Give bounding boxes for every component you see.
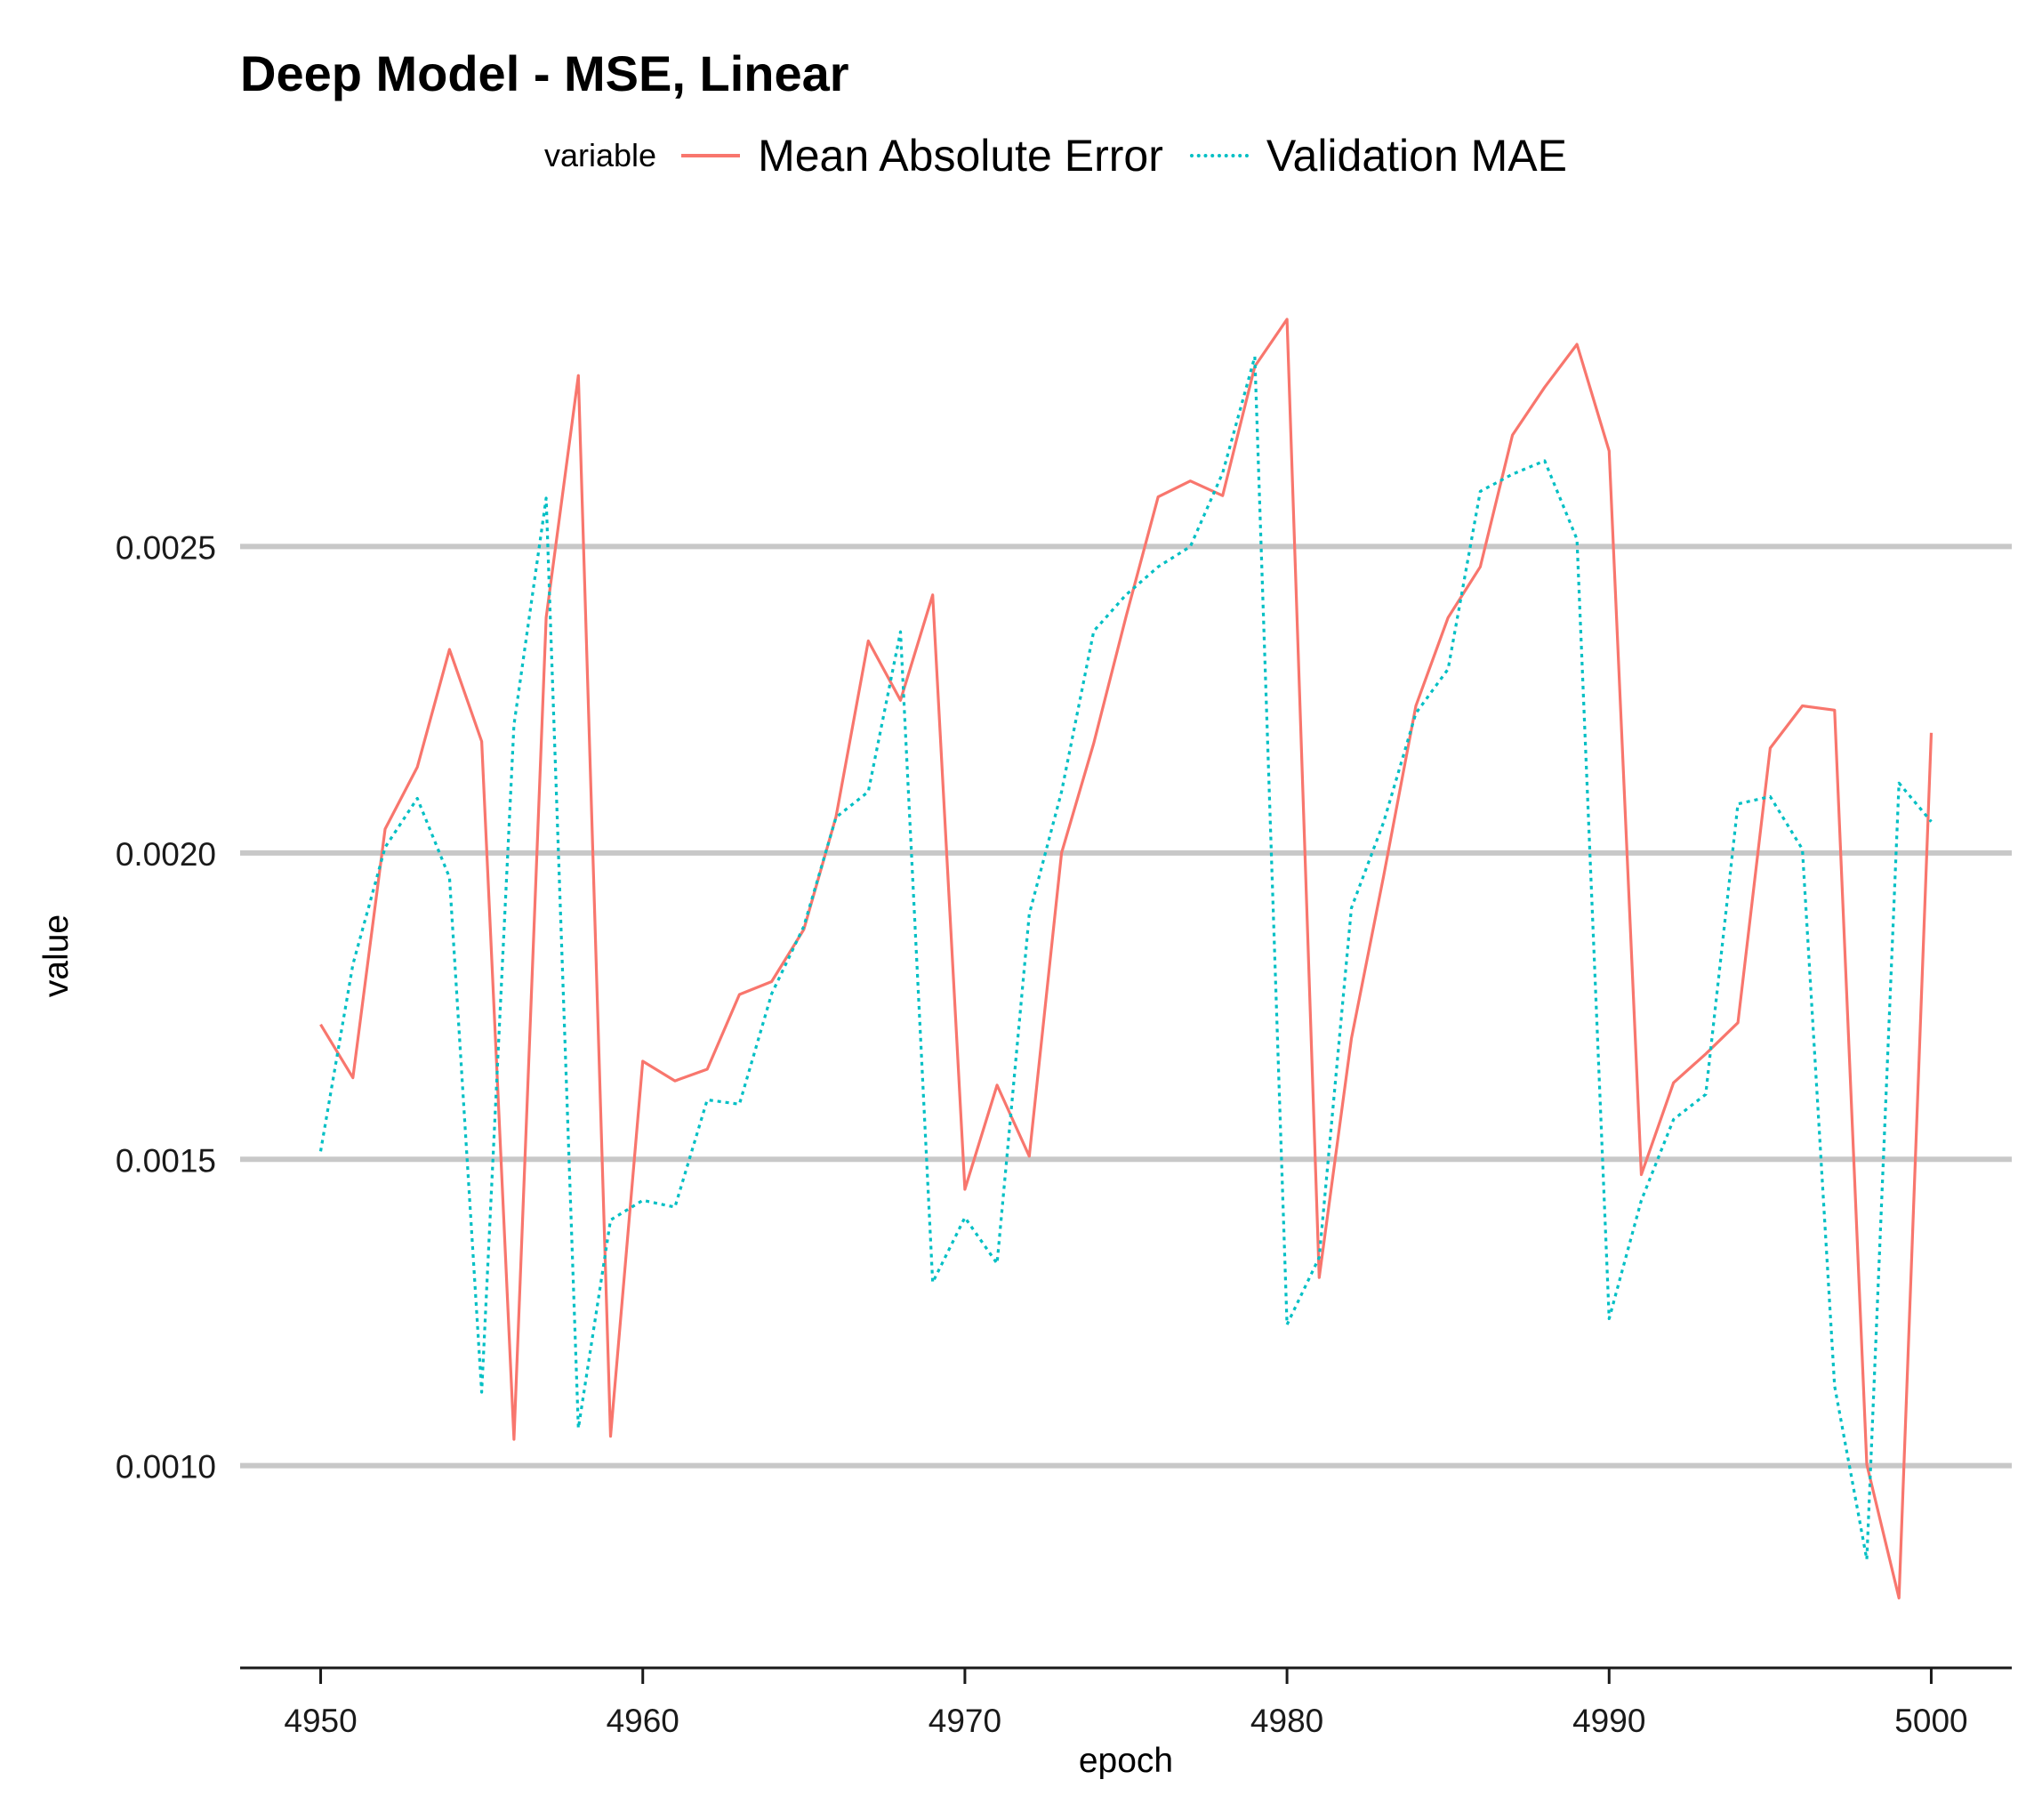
series-layer [318,318,1933,1600]
x-tick-label: 4990 [1572,1703,1645,1739]
axis-layer [240,1666,2012,1684]
legend-item-validation-mae: Validation MAE [1189,130,1568,181]
legend-label-mean-absolute-error: Mean Absolute Error [758,131,1163,181]
series-line-mean-absolute-error [319,318,1933,1600]
label-layer: 0.0010 0.0015 0.0020 0.0025 4950 4960 4970 4980… [37,529,1968,1780]
legend-key-validation-mae [1189,154,1249,157]
x-tick-label: 4960 [607,1703,679,1739]
x-tick-label: 4950 [284,1703,357,1739]
y-tick-label: 0.0015 [116,1142,216,1179]
y-axis-title: value [37,914,76,997]
y-tick-label: 0.0010 [116,1449,216,1486]
x-tick-label: 5000 [1894,1703,1967,1739]
x-axis-title: epoch [1079,1742,1173,1780]
y-tick-label: 0.0025 [116,529,216,566]
x-tick-label: 4980 [1250,1703,1323,1739]
legend-item-mean-absolute-error: Mean Absolute Error [681,130,1163,181]
grid-layer [240,544,2012,1469]
series-line-validation-mae [318,355,1933,1561]
y-tick-label: 0.0020 [116,836,216,873]
legend-label-validation-mae: Validation MAE [1266,131,1568,181]
legend-title: variable [544,137,657,173]
x-tick-label: 4970 [929,1703,1001,1739]
chart-title: Deep Model - MSE, Linear [240,45,849,101]
legend-key-mean-absolute-error [681,154,741,157]
legend: variable Mean Absolute Error Validation … [544,123,1594,189]
